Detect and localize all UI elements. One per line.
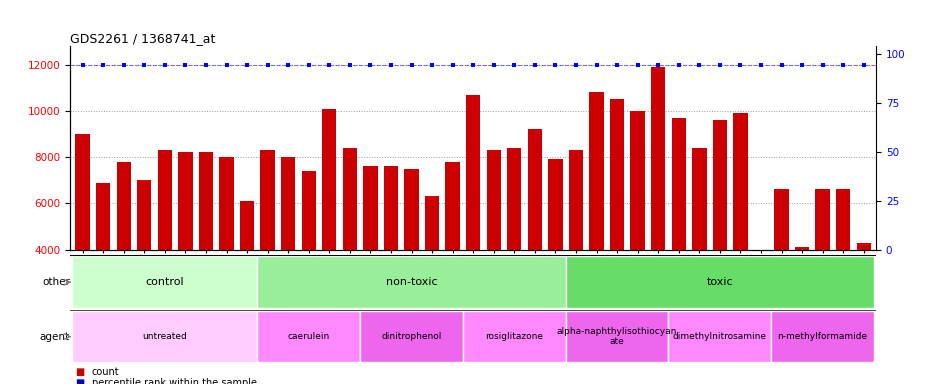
Text: GDS2261 / 1368741_at: GDS2261 / 1368741_at [70, 32, 215, 45]
Bar [157, 150, 172, 342]
Bar [260, 150, 274, 342]
Bar [72, 257, 257, 308]
Bar [712, 120, 726, 342]
Bar [630, 111, 644, 342]
Bar [384, 166, 398, 342]
Bar [322, 109, 336, 342]
Text: alpha-naphthylisothiocyan
ate: alpha-naphthylisothiocyan ate [556, 327, 677, 346]
Bar [671, 118, 685, 342]
Bar [343, 148, 357, 342]
Bar [363, 166, 377, 342]
Text: dinitrophenol: dinitrophenol [381, 332, 441, 341]
Bar [773, 189, 788, 342]
Bar [301, 171, 315, 342]
Bar [856, 243, 870, 342]
Text: ■: ■ [75, 378, 84, 384]
Bar [667, 311, 770, 362]
Text: rosiglitazone: rosiglitazone [485, 332, 543, 341]
Bar [359, 311, 462, 362]
Bar [651, 67, 665, 342]
Bar [692, 148, 706, 342]
Bar [257, 257, 565, 308]
Text: other: other [42, 277, 70, 287]
Text: count: count [92, 367, 119, 377]
Text: dimethylnitrosamine: dimethylnitrosamine [672, 332, 766, 341]
Bar [794, 247, 809, 342]
Bar [424, 196, 439, 342]
Text: non-toxic: non-toxic [386, 277, 437, 287]
Bar [486, 150, 501, 342]
Bar [835, 189, 850, 342]
Text: agent: agent [39, 331, 70, 342]
Bar [568, 150, 582, 342]
Text: control: control [145, 277, 184, 287]
Bar [753, 250, 768, 342]
Bar [565, 257, 873, 308]
Bar [75, 134, 90, 342]
Bar [219, 157, 233, 342]
Bar [257, 311, 359, 362]
Bar [137, 180, 152, 342]
Bar [814, 189, 829, 342]
Bar [198, 152, 212, 342]
Bar [116, 162, 131, 342]
Bar [527, 129, 541, 342]
Text: n-methylformamide: n-methylformamide [777, 332, 867, 341]
Bar [72, 311, 257, 362]
Bar [733, 113, 747, 342]
Text: caerulein: caerulein [287, 332, 329, 341]
Bar [565, 311, 667, 362]
Bar [770, 311, 873, 362]
Bar [548, 159, 562, 342]
Bar [506, 148, 521, 342]
Bar [281, 157, 295, 342]
Bar [95, 182, 110, 342]
Bar [462, 311, 565, 362]
Bar [445, 162, 460, 342]
Text: percentile rank within the sample: percentile rank within the sample [92, 378, 256, 384]
Text: ■: ■ [75, 367, 84, 377]
Text: toxic: toxic [706, 277, 732, 287]
Text: untreated: untreated [142, 332, 187, 341]
Bar [178, 152, 193, 342]
Bar [240, 201, 254, 342]
Bar [465, 94, 480, 342]
Bar [609, 99, 623, 342]
Bar [589, 92, 603, 342]
Bar [404, 169, 418, 342]
